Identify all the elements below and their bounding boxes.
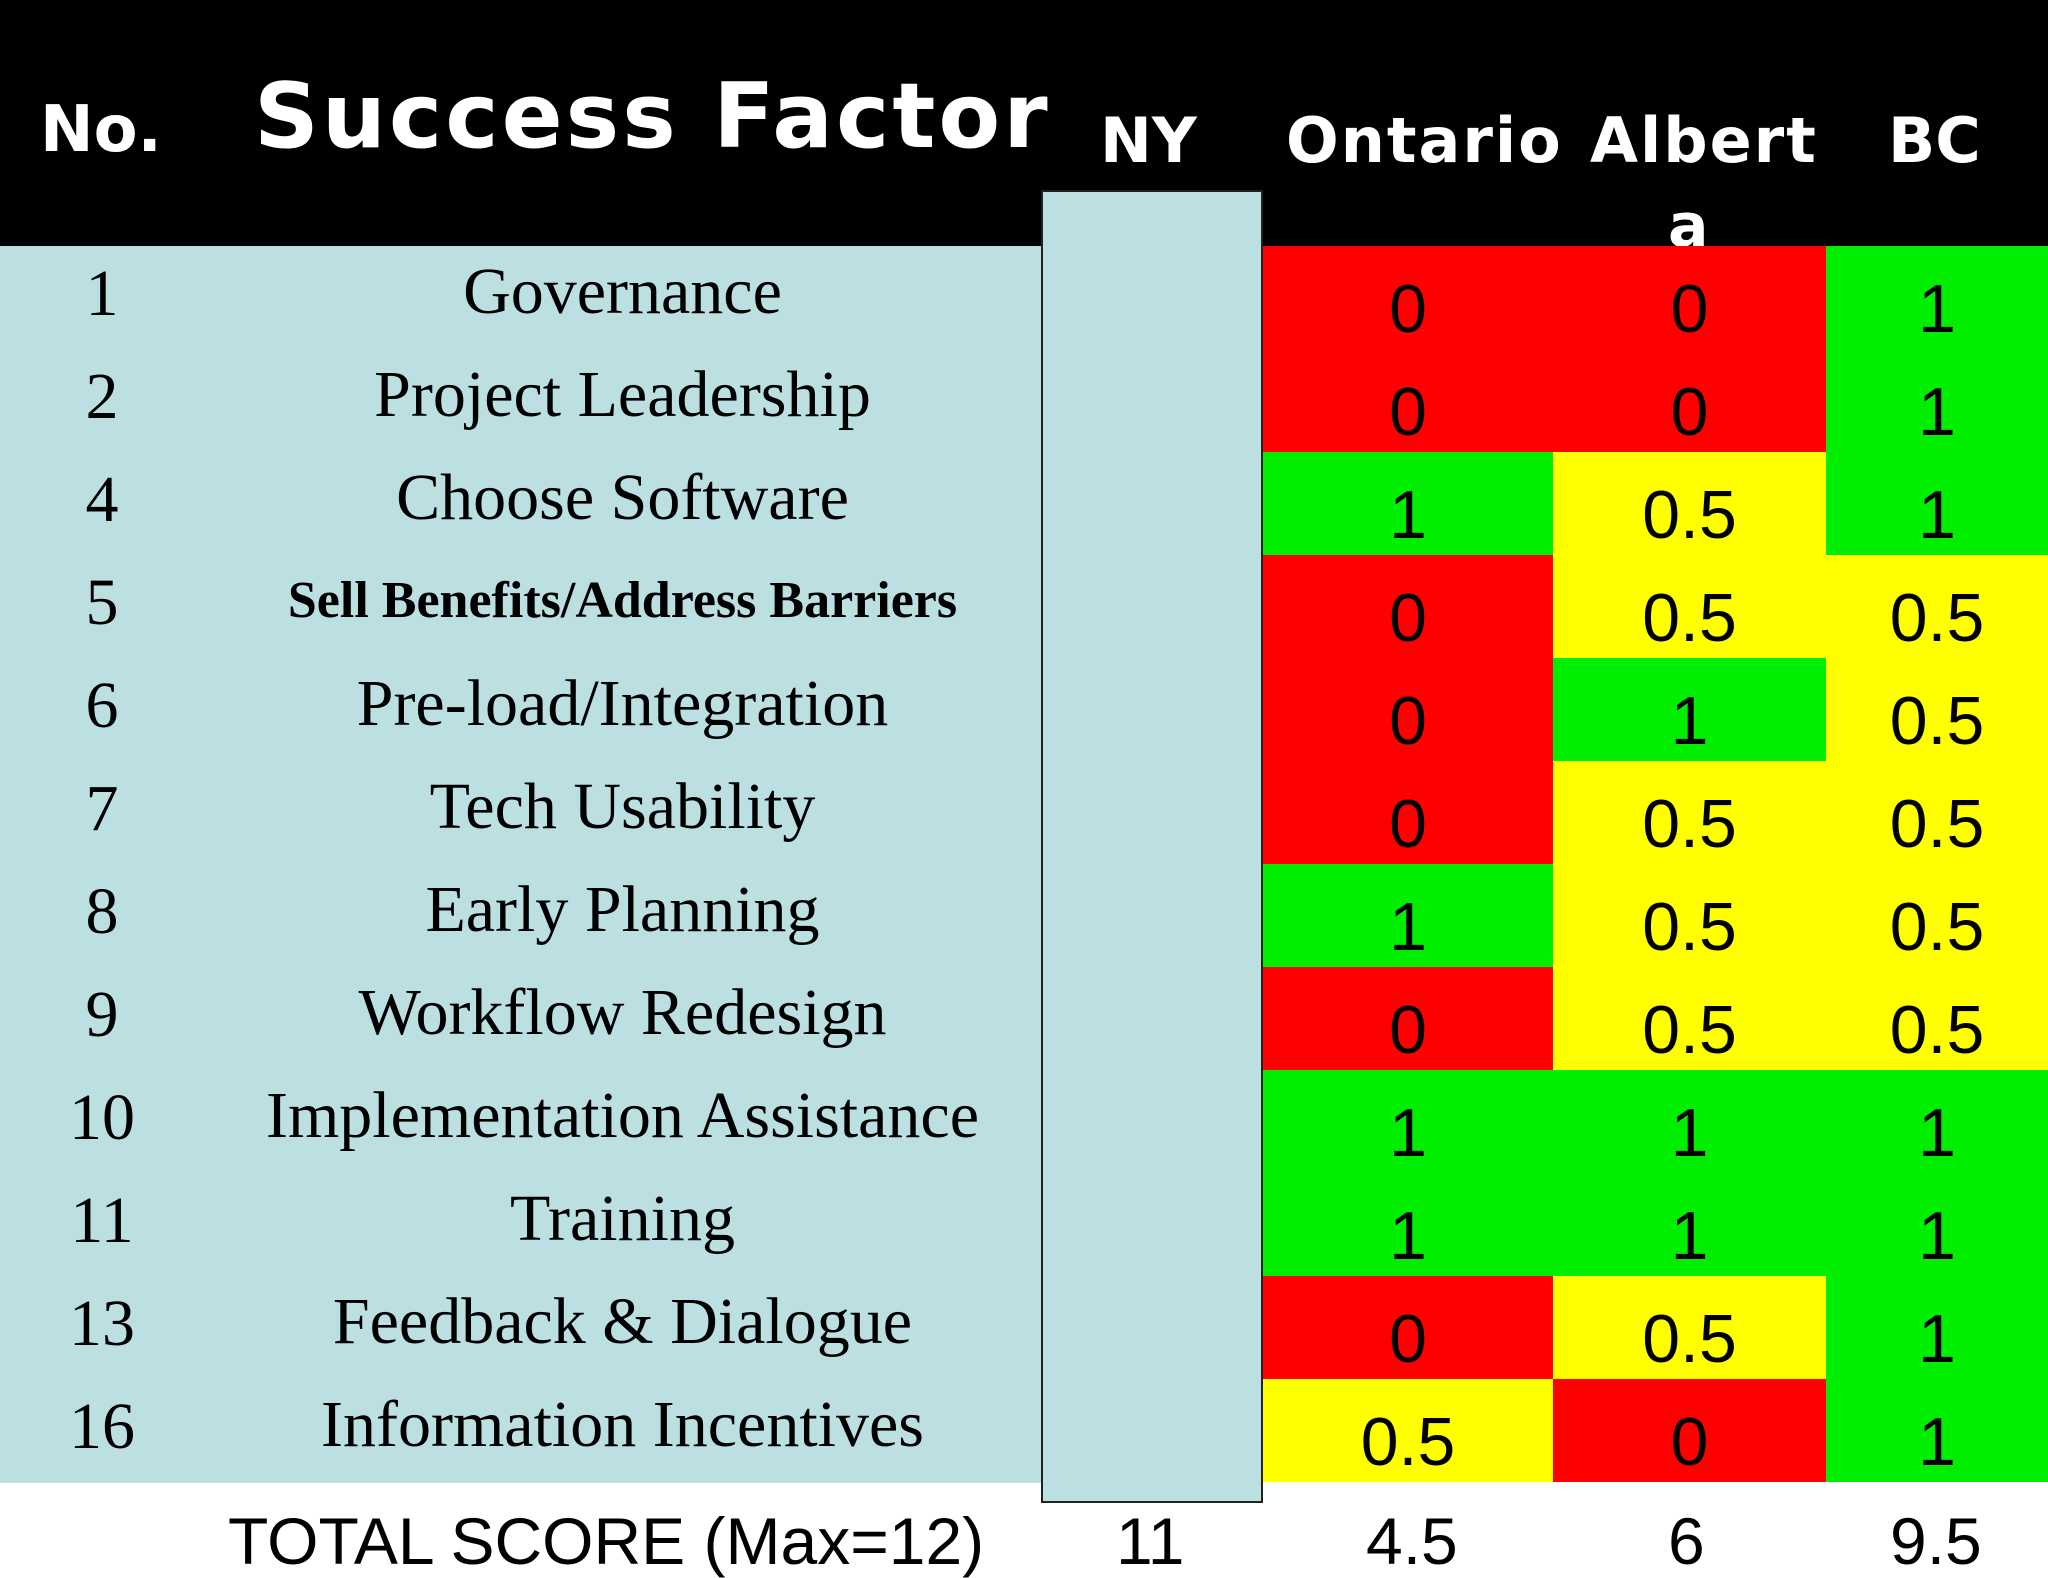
score-ontario: 0 xyxy=(1263,1276,1553,1379)
success-factor-label: Information Incentives xyxy=(321,1387,924,1461)
success-factor-label: Sell Benefits/Address Barriers xyxy=(287,571,958,629)
success-factor-label: Training xyxy=(510,1181,735,1255)
score-ontario: 0 xyxy=(1263,349,1553,452)
score-ontario: 1 xyxy=(1263,1070,1553,1173)
score-ontario: 0 xyxy=(1263,555,1553,658)
success-factor-label: Implementation Assistance xyxy=(265,1078,979,1152)
score-alberta: 1 xyxy=(1553,658,1826,761)
score-alberta: 0.5 xyxy=(1553,1276,1826,1379)
score-alberta: 0.5 xyxy=(1553,452,1826,555)
score-ontario: 1 xyxy=(1263,452,1553,555)
row-number: 6 xyxy=(85,668,119,742)
row-number: 13 xyxy=(69,1286,135,1360)
score-alberta: 0.5 xyxy=(1553,761,1826,864)
success-factor-label: Early Planning xyxy=(425,872,820,946)
row-number: 5 xyxy=(85,565,119,639)
header-ontario: Ontario xyxy=(1286,104,1563,177)
score-ontario: 1 xyxy=(1263,864,1553,967)
score-bc: 1 xyxy=(1826,349,2048,452)
success-factor-label: Tech Usability xyxy=(429,769,816,843)
row-number: 11 xyxy=(70,1183,134,1257)
score-bc: 0.5 xyxy=(1826,967,2048,1070)
success-factor-label: Workflow Redesign xyxy=(358,975,887,1049)
total-score-label: TOTAL SCORE (Max=12) xyxy=(228,1504,985,1578)
success-factor-label: Pre-load/Integration xyxy=(356,666,889,740)
row-number: 7 xyxy=(85,771,119,845)
row-number: 8 xyxy=(85,874,119,948)
total-score-alberta: 6 xyxy=(1668,1504,1705,1578)
score-ontario: 0 xyxy=(1263,967,1553,1070)
score-ontario: 1 xyxy=(1263,1173,1553,1276)
score-ontario: 0.5 xyxy=(1263,1379,1553,1482)
score-alberta: 0.5 xyxy=(1553,967,1826,1070)
score-bc: 1 xyxy=(1826,1070,2048,1173)
header-ny: NY xyxy=(1100,104,1197,177)
score-bc: 1 xyxy=(1826,1173,2048,1276)
score-alberta: 0 xyxy=(1553,246,1826,349)
total-score-bc: 9.5 xyxy=(1890,1504,1982,1578)
score-alberta: 1 xyxy=(1553,1070,1826,1173)
score-bc: 0.5 xyxy=(1826,864,2048,967)
score-bc: 1 xyxy=(1826,452,2048,555)
total-score-ontario: 4.5 xyxy=(1366,1504,1458,1578)
score-alberta: 0.5 xyxy=(1553,864,1826,967)
row-number: 9 xyxy=(85,977,119,1051)
score-alberta: 1 xyxy=(1553,1173,1826,1276)
header-alberta-line1: Albert xyxy=(1590,104,1818,177)
header-bc: BC xyxy=(1888,104,1981,177)
score-bc: 1 xyxy=(1826,1379,2048,1482)
row-number: 2 xyxy=(85,359,119,433)
row-number: 1 xyxy=(85,256,119,330)
score-bc: 1 xyxy=(1826,1276,2048,1379)
score-bc: 0.5 xyxy=(1826,555,2048,658)
ny-score-column xyxy=(1041,190,1263,1503)
score-bc: 1 xyxy=(1826,246,2048,349)
row-number: 16 xyxy=(69,1389,135,1463)
total-score-ny: 11 xyxy=(1116,1504,1185,1578)
score-ontario: 0 xyxy=(1263,658,1553,761)
score-alberta: 0 xyxy=(1553,1379,1826,1482)
score-bc: 0.5 xyxy=(1826,761,2048,864)
header-no: No. xyxy=(40,93,162,167)
score-alberta: 0 xyxy=(1553,349,1826,452)
row-number: 4 xyxy=(85,462,119,536)
success-factor-label: Choose Software xyxy=(396,460,849,534)
header-success-factor: Success Factor xyxy=(254,64,1051,169)
score-bc: 0.5 xyxy=(1826,658,2048,761)
score-alberta: 0.5 xyxy=(1553,555,1826,658)
row-number: 10 xyxy=(69,1080,135,1154)
success-factor-label: Project Leadership xyxy=(374,357,871,431)
factor-panel xyxy=(0,246,1041,1483)
success-factor-label: Feedback & Dialogue xyxy=(332,1284,913,1358)
score-ontario: 0 xyxy=(1263,246,1553,349)
success-factor-label: Governance xyxy=(463,254,782,328)
header-band xyxy=(0,0,2048,246)
score-ontario: 0 xyxy=(1263,761,1553,864)
